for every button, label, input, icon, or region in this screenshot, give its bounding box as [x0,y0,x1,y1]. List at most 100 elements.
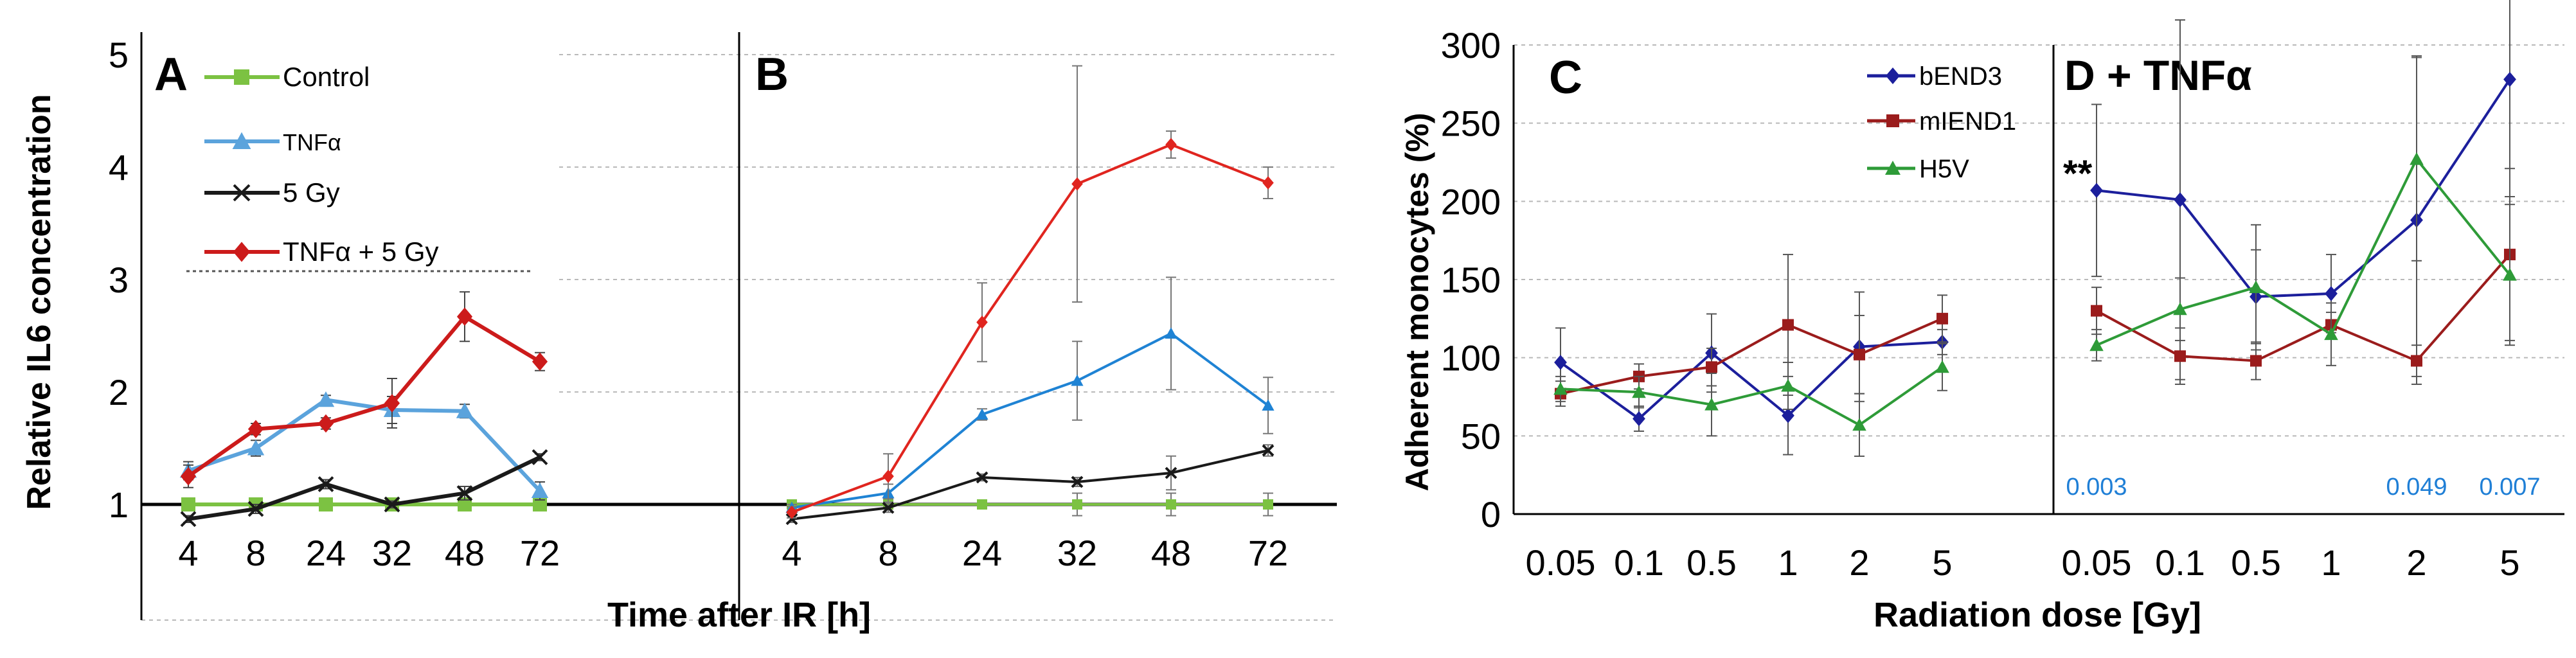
x-tick-label: 4 [782,533,801,573]
series-line [2096,156,2511,347]
series-D [2089,0,2517,386]
legend-label: bEND3 [1919,62,2002,91]
data-point [180,511,197,528]
series-line [1560,366,1944,427]
panel-label-A: A [154,49,188,100]
legend-A: Control TNFα 5 Gy TNFα + 5 Gy [204,62,438,267]
series-miend1 [1555,254,1948,407]
data-point [1782,319,1794,331]
legend-label: TNFα [283,129,341,156]
data-point [976,316,988,329]
y-tick-label: 150 [1441,260,1501,300]
x-tick-label: 2 [2406,542,2426,583]
data-point [1166,499,1176,510]
x-tick-label: 0.1 [1614,542,1664,583]
data-point [2503,267,2517,281]
p-value-label: 0.007 [2479,474,2540,501]
data-point [1852,418,1866,431]
legend-item-5-gy: 5 Gy [204,177,340,208]
data-point [1165,138,1177,152]
data-point [785,513,798,526]
data-point [1262,176,1274,190]
y-tick-label: 1 [109,485,129,525]
data-point [976,471,988,484]
data-point [977,499,987,510]
series-tnf-5-gy [180,291,548,488]
data-point [247,501,264,517]
x-tick-label: 0.05 [2062,542,2132,583]
legend-item-tnf-5-gy: TNFα + 5 Gy [204,236,438,267]
data-point [882,501,895,514]
series-bend3 [1554,291,1949,456]
x-tick-label: 32 [1057,533,1097,573]
data-point [2410,152,2424,165]
x-ticks-D: 0.05 0.1 0.5 1 2 5 [2062,542,2520,583]
data-point [2089,338,2104,351]
data-point [1071,374,1084,386]
chart-group-monocytes: 0 50 100 150 200 250 300 Adherent monocytes (%… [1399,0,2564,634]
x-tick-label: 48 [445,533,485,573]
data-point [1704,397,1719,411]
data-point [1165,327,1177,339]
data-point [2091,305,2102,317]
series-line [2096,78,2511,298]
data-point [2174,350,2186,362]
p-value-label: 0.049 [2386,474,2447,501]
series-tnf-5-gy [786,65,1274,519]
data-point [2250,355,2262,367]
y-tick-label: 5 [109,35,129,75]
x-tick-label: 0.5 [1686,542,1737,583]
legend-marker [1886,114,1899,127]
series-control [181,497,547,511]
legend-label: H5V [1919,155,1969,183]
legend-marker [1886,67,1900,84]
panel-label-B: B [755,49,789,100]
x-tick-label: 48 [1151,533,1191,573]
data-point [1553,382,1568,395]
series-line [791,449,1269,520]
data-point [532,449,548,465]
x-tick-label: 0.05 [1526,542,1596,583]
panel-label-D: D + TNFα [2064,51,2252,99]
x-axis-title-left: Time after IR [h] [607,596,871,634]
data-point [247,440,265,456]
x-tick-label: 72 [520,533,560,573]
y-tick-label: 50 [1461,416,1501,456]
legend-item-bend3: bEND3 [1867,62,2002,91]
series-h5v [1553,342,1949,457]
legend-marker [233,242,251,262]
legend-item-control: Control [204,62,370,92]
y-tick-label: 3 [109,260,129,300]
x-tick-label: 2 [1849,542,1869,583]
data-point [1071,177,1083,191]
data-point [533,497,547,511]
data-point [317,391,335,407]
data-point [1263,499,1273,510]
panel-label-C: C [1549,52,1582,103]
series-line [187,314,541,478]
data-point [456,485,473,501]
x-ticks-A: 4 8 24 32 48 72 [178,533,560,573]
series-line [1559,341,1943,421]
data-point [1632,411,1645,427]
data-point [319,497,333,511]
y-tick-label: 300 [1441,25,1501,66]
data-point [1706,361,1717,373]
legend-item-tnf: TNFα [204,129,341,156]
series-line [2096,253,2511,362]
series-5-gy [180,449,548,528]
p-value-label: 0.003 [2066,474,2127,501]
data-point [1165,467,1177,479]
y-tick-label: 100 [1441,338,1501,378]
data-point [180,467,197,486]
y-tick-label: 2 [109,372,129,413]
x-tick-label: 24 [962,533,1002,573]
y-tick-label: 250 [1441,103,1501,144]
data-point [318,476,334,492]
p-values-D: 0.003 0.049 0.007 [2066,474,2540,501]
data-point [1936,312,1948,325]
x-ticks-C: 0.05 0.1 0.5 1 2 5 [1526,542,1953,583]
legend-marker [234,69,249,85]
x-tick-label: 24 [306,533,346,573]
